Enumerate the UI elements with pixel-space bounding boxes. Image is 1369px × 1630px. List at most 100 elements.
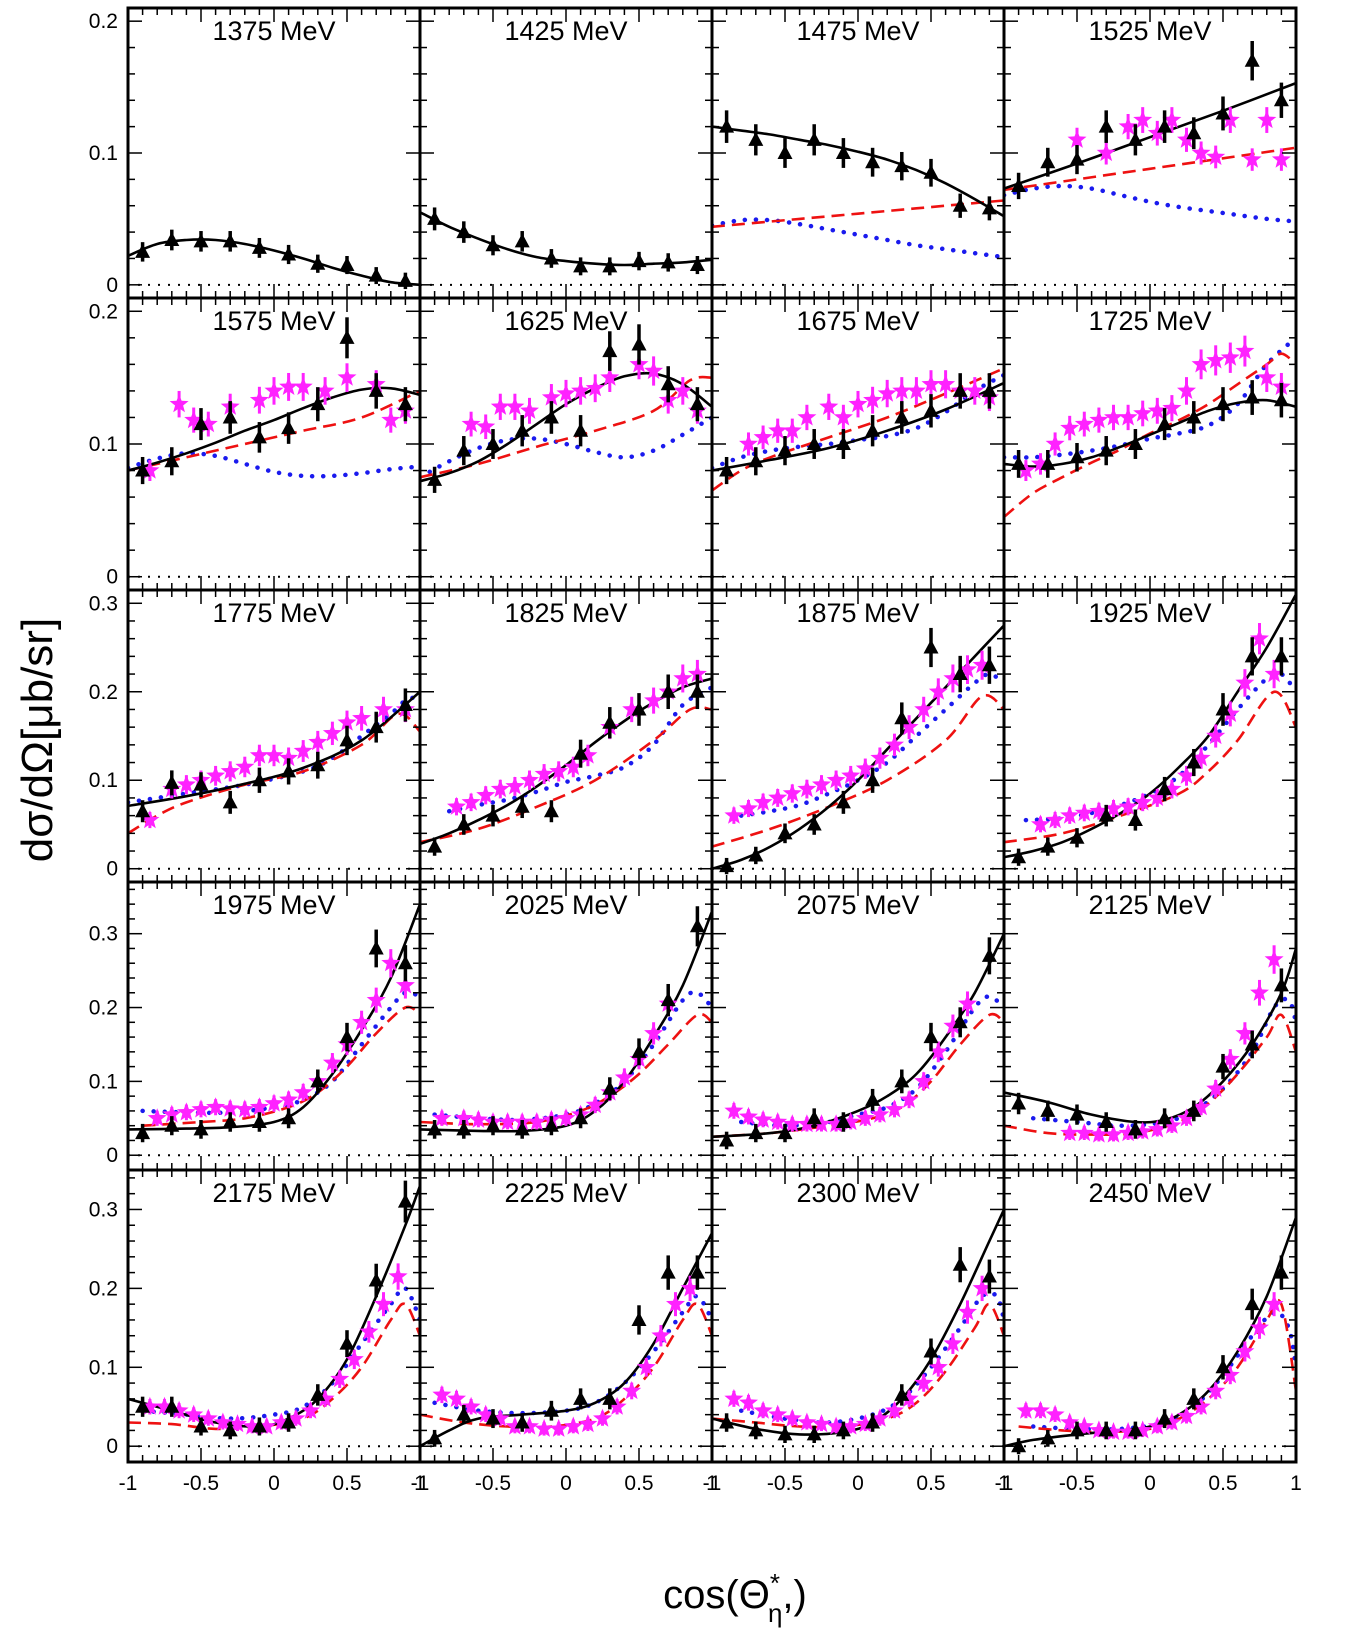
- star-marker: [1191, 1396, 1211, 1415]
- dashed-curve: [1004, 690, 1296, 844]
- star-marker: [1089, 1420, 1109, 1439]
- star-marker: [1089, 801, 1109, 820]
- star-marker: [651, 1325, 671, 1344]
- triangle-marker: [981, 947, 997, 962]
- triangle-marker: [427, 1430, 443, 1445]
- triangle-marker: [689, 257, 705, 272]
- triangle-marker: [1098, 1422, 1114, 1437]
- star-marker: [928, 681, 948, 700]
- triangle-marker: [543, 1402, 559, 1417]
- star-marker: [855, 1108, 875, 1127]
- star-marker: [768, 1112, 788, 1131]
- triangle-marker: [748, 1422, 764, 1437]
- triangle-marker: [1069, 829, 1085, 844]
- dotted-curve: [140, 1285, 420, 1421]
- star-marker: [213, 1412, 233, 1431]
- triangle-marker: [748, 453, 764, 468]
- triangle-marker: [1098, 807, 1114, 822]
- triangle-marker: [1127, 436, 1143, 450]
- triangle-marker: [865, 154, 881, 169]
- triangle-marker: [573, 1110, 589, 1125]
- triangle-marker: [719, 1132, 735, 1147]
- star-marker: [797, 1114, 817, 1133]
- star-marker: [461, 414, 481, 433]
- triangle-marker: [952, 197, 968, 212]
- triangle-marker: [456, 224, 472, 239]
- y-tick-label: 0: [106, 858, 118, 881]
- triangle-marker: [193, 776, 209, 791]
- solid-curve: [420, 211, 712, 267]
- panel-1875: 1875 MeV: [710, 588, 1006, 884]
- star-marker: [943, 668, 963, 687]
- triangle-marker: [251, 239, 267, 254]
- star-marker: [936, 374, 956, 393]
- star-marker: [855, 758, 875, 777]
- panel-1775: 0 0.1 0.2 0.3 1775 MeV: [89, 588, 422, 884]
- x-tick-label: -0.5: [475, 1472, 511, 1495]
- triangle-marker: [514, 798, 530, 813]
- star-marker: [155, 1396, 174, 1415]
- triangle-marker: [602, 714, 618, 729]
- panel-2300: -1 -0.5 0 0.5 1 2300 MeV: [703, 1168, 1010, 1495]
- triangle-marker: [835, 794, 851, 809]
- y-tick-label: 0: [106, 274, 118, 297]
- triangle-marker: [164, 453, 180, 468]
- star-marker: [1191, 1097, 1211, 1116]
- star-marker: [739, 1106, 758, 1125]
- triangle-marker: [660, 376, 676, 391]
- panel-energy-label: 2225 MeV: [504, 1178, 627, 1208]
- panel-frame: [1002, 296, 1298, 592]
- dashed-curve: [712, 693, 1004, 848]
- triangle-marker: [135, 1125, 151, 1140]
- star-marker: [257, 1416, 277, 1435]
- star-marker: [768, 420, 788, 439]
- star-marker: [374, 699, 393, 718]
- triangle-marker: [427, 210, 443, 225]
- x-tick-label: 0.5: [624, 1472, 653, 1495]
- star-marker: [264, 745, 284, 764]
- star-marker: [1104, 798, 1123, 817]
- triangle-marker: [631, 1043, 647, 1058]
- triangle-marker: [777, 1125, 793, 1140]
- star-marker: [739, 798, 758, 817]
- dotted-curve: [1030, 996, 1296, 1128]
- star-marker: [928, 1357, 948, 1376]
- triangle-marker: [1069, 1106, 1085, 1121]
- triangle-marker: [1273, 92, 1289, 107]
- dotted-curve: [140, 990, 420, 1116]
- star-marker: [812, 1114, 831, 1133]
- panel-plot-area: [1004, 945, 1296, 1157]
- star-marker: [468, 1109, 488, 1128]
- triangle-marker: [310, 396, 326, 411]
- triangle-marker: [865, 772, 881, 787]
- triangle-marker: [1244, 648, 1260, 663]
- star-marker: [644, 1023, 664, 1042]
- star-marker: [614, 1067, 634, 1086]
- star-marker: [848, 394, 868, 413]
- star-marker: [578, 745, 598, 764]
- triangle-marker: [748, 131, 764, 146]
- panel-frame: [126, 6, 422, 300]
- triangle-marker: [981, 382, 997, 397]
- triangle-marker: [1273, 392, 1289, 407]
- triangle-marker: [1273, 648, 1289, 663]
- triangle-marker: [660, 1264, 676, 1279]
- star-marker: [1206, 1381, 1226, 1400]
- triangle-marker: [923, 1343, 939, 1358]
- star-marker: [585, 378, 605, 397]
- star-marker: [724, 1100, 744, 1119]
- star-marker: [490, 1408, 510, 1427]
- star-marker: [1133, 110, 1153, 129]
- star-marker: [600, 367, 620, 386]
- triangle-marker: [456, 442, 472, 457]
- star-marker: [1191, 354, 1211, 373]
- star-marker: [147, 1108, 167, 1127]
- y-tick-label: 0.2: [89, 10, 118, 33]
- panel-plot-area: [1004, 1216, 1296, 1455]
- panel-energy-label: 2175 MeV: [212, 1178, 335, 1208]
- star-marker: [520, 400, 539, 419]
- triangle-marker: [865, 422, 881, 437]
- star-marker: [1031, 1400, 1050, 1419]
- x-tick-label: 0.5: [332, 1472, 361, 1495]
- dashed-curve: [142, 1005, 420, 1127]
